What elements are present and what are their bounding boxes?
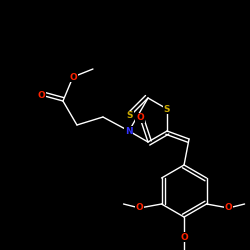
Text: S: S [127,112,133,120]
Text: O: O [180,232,188,241]
Text: O: O [225,204,232,212]
Text: O: O [69,72,77,82]
Text: N: N [125,126,133,136]
Text: O: O [136,204,143,212]
Text: O: O [37,90,45,100]
Text: O: O [136,114,144,122]
Text: S: S [164,104,170,114]
